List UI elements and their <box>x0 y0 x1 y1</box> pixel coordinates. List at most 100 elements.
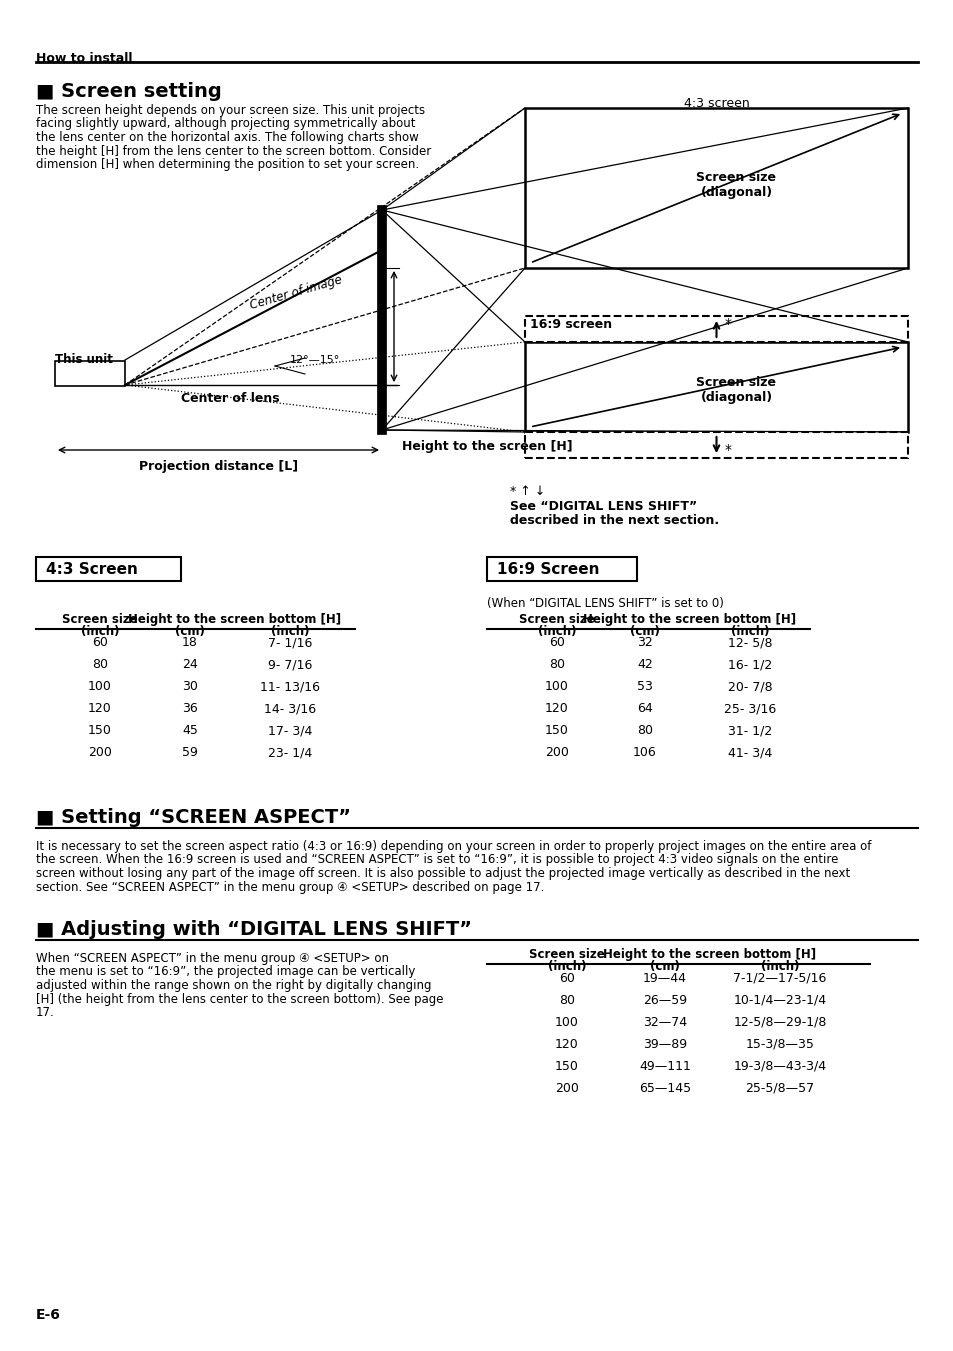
Text: Height to the screen bottom [H]: Height to the screen bottom [H] <box>603 948 816 961</box>
Text: the height [H] from the lens center to the screen bottom. Consider: the height [H] from the lens center to t… <box>36 145 431 158</box>
Text: 14- 3/16: 14- 3/16 <box>264 703 315 716</box>
Text: 100: 100 <box>544 681 568 693</box>
Text: Screen size
(diagonal): Screen size (diagonal) <box>696 172 776 199</box>
Text: 20- 7/8: 20- 7/8 <box>727 681 772 693</box>
Text: 65—145: 65—145 <box>639 1082 690 1094</box>
Text: Screen size: Screen size <box>62 613 138 626</box>
Text: 200: 200 <box>555 1082 578 1094</box>
Text: Height to the screen bottom [H]: Height to the screen bottom [H] <box>583 613 796 626</box>
Text: 23- 1/4: 23- 1/4 <box>268 747 312 759</box>
Text: 60: 60 <box>549 636 564 650</box>
Text: (inch): (inch) <box>81 626 119 638</box>
Text: facing slightly upward, although projecting symmetrically about: facing slightly upward, although project… <box>36 118 416 131</box>
Text: 32—74: 32—74 <box>642 1016 686 1028</box>
Text: 12°—15°: 12°—15° <box>290 355 340 365</box>
Text: (When “DIGITAL LENS SHIFT” is set to 0): (When “DIGITAL LENS SHIFT” is set to 0) <box>486 597 723 611</box>
Text: 12-5/8—29-1/8: 12-5/8—29-1/8 <box>733 1016 826 1028</box>
Text: 80: 80 <box>558 993 575 1006</box>
Text: 30: 30 <box>182 681 197 693</box>
Text: 150: 150 <box>544 724 568 738</box>
Text: 80: 80 <box>548 658 564 671</box>
Text: 120: 120 <box>544 703 568 716</box>
Text: 25- 3/16: 25- 3/16 <box>723 703 776 716</box>
Text: the screen. When the 16:9 screen is used and “SCREEN ASPECT” is set to “16:9”, i: the screen. When the 16:9 screen is used… <box>36 854 838 866</box>
Text: 120: 120 <box>88 703 112 716</box>
Text: 31- 1/2: 31- 1/2 <box>727 724 771 738</box>
Text: 106: 106 <box>633 747 657 759</box>
Text: ■ Setting “SCREEN ASPECT”: ■ Setting “SCREEN ASPECT” <box>36 808 351 827</box>
Text: (inch): (inch) <box>537 626 576 638</box>
Text: 59: 59 <box>182 747 197 759</box>
Text: 16- 1/2: 16- 1/2 <box>727 658 771 671</box>
Text: 19—44: 19—44 <box>642 971 686 985</box>
Text: 19-3/8—43-3/4: 19-3/8—43-3/4 <box>733 1059 825 1073</box>
Text: 16:9 Screen: 16:9 Screen <box>497 562 598 577</box>
Text: E-6: E-6 <box>36 1308 61 1323</box>
Text: How to install: How to install <box>36 51 132 65</box>
Text: See “DIGITAL LENS SHIFT”: See “DIGITAL LENS SHIFT” <box>510 500 697 513</box>
Text: *: * <box>723 317 731 331</box>
Text: 24: 24 <box>182 658 197 671</box>
Text: 16:9 screen: 16:9 screen <box>530 317 612 331</box>
Text: (cm): (cm) <box>629 626 659 638</box>
Text: Screen size: Screen size <box>529 948 604 961</box>
Text: 80: 80 <box>637 724 652 738</box>
Bar <box>486 557 637 581</box>
Text: section. See “SCREEN ASPECT” in the menu group ④ <SETUP> described on page 17.: section. See “SCREEN ASPECT” in the menu… <box>36 881 544 893</box>
Text: 9- 7/16: 9- 7/16 <box>268 658 312 671</box>
Text: * ↑ ↓: * ↑ ↓ <box>510 485 545 499</box>
Text: 200: 200 <box>88 747 112 759</box>
Text: (cm): (cm) <box>175 626 205 638</box>
Text: 49—111: 49—111 <box>639 1059 690 1073</box>
Text: 25-5/8—57: 25-5/8—57 <box>744 1082 814 1094</box>
Text: 11- 13/16: 11- 13/16 <box>260 681 319 693</box>
Text: screen without losing any part of the image off screen. It is also possible to a: screen without losing any part of the im… <box>36 867 849 880</box>
Text: Projection distance [L]: Projection distance [L] <box>139 459 297 473</box>
Text: Screen size: Screen size <box>518 613 595 626</box>
Text: 150: 150 <box>88 724 112 738</box>
Text: 18: 18 <box>182 636 197 650</box>
Text: 80: 80 <box>91 658 108 671</box>
Text: 64: 64 <box>637 703 652 716</box>
Text: described in the next section.: described in the next section. <box>510 513 719 527</box>
Text: 15-3/8—35: 15-3/8—35 <box>745 1038 814 1051</box>
Text: (inch): (inch) <box>547 961 586 973</box>
Text: When “SCREEN ASPECT” in the menu group ④ <SETUP> on: When “SCREEN ASPECT” in the menu group ④… <box>36 952 389 965</box>
Text: 32: 32 <box>637 636 652 650</box>
Bar <box>524 342 907 432</box>
Text: 150: 150 <box>555 1059 578 1073</box>
Text: 60: 60 <box>92 636 108 650</box>
Bar <box>524 316 907 342</box>
Text: It is necessary to set the screen aspect ratio (4:3 or 16:9) depending on your s: It is necessary to set the screen aspect… <box>36 840 870 852</box>
Bar <box>524 108 907 267</box>
Text: (inch): (inch) <box>760 961 799 973</box>
Text: *: * <box>723 443 731 457</box>
Text: 17- 3/4: 17- 3/4 <box>268 724 312 738</box>
Text: (inch): (inch) <box>730 626 768 638</box>
Text: 100: 100 <box>88 681 112 693</box>
Text: 17.: 17. <box>36 1006 54 1019</box>
Text: Height to the screen bottom [H]: Height to the screen bottom [H] <box>129 613 341 626</box>
Text: 60: 60 <box>558 971 575 985</box>
Text: 26—59: 26—59 <box>642 993 686 1006</box>
Text: (inch): (inch) <box>271 626 309 638</box>
Bar <box>55 361 125 385</box>
Text: 42: 42 <box>637 658 652 671</box>
Text: 4:3 screen: 4:3 screen <box>683 97 749 109</box>
Text: 7- 1/16: 7- 1/16 <box>268 636 312 650</box>
Text: dimension [H] when determining the position to set your screen.: dimension [H] when determining the posit… <box>36 158 418 172</box>
Text: ■ Screen setting: ■ Screen setting <box>36 82 221 101</box>
Text: Screen size
(diagonal): Screen size (diagonal) <box>696 376 776 404</box>
Text: 45: 45 <box>182 724 197 738</box>
Text: Center of image: Center of image <box>248 273 343 312</box>
Text: 4:3 Screen: 4:3 Screen <box>46 562 138 577</box>
Text: the menu is set to “16:9”, the projected image can be vertically: the menu is set to “16:9”, the projected… <box>36 966 415 978</box>
Bar <box>524 432 907 458</box>
Text: 10-1/4—23-1/4: 10-1/4—23-1/4 <box>733 993 825 1006</box>
Text: Center of lens: Center of lens <box>180 392 279 405</box>
Text: 7-1/2—17-5/16: 7-1/2—17-5/16 <box>733 971 826 985</box>
Text: (cm): (cm) <box>649 961 679 973</box>
Text: Height to the screen [H]: Height to the screen [H] <box>401 440 572 453</box>
Text: 120: 120 <box>555 1038 578 1051</box>
Text: 39—89: 39—89 <box>642 1038 686 1051</box>
